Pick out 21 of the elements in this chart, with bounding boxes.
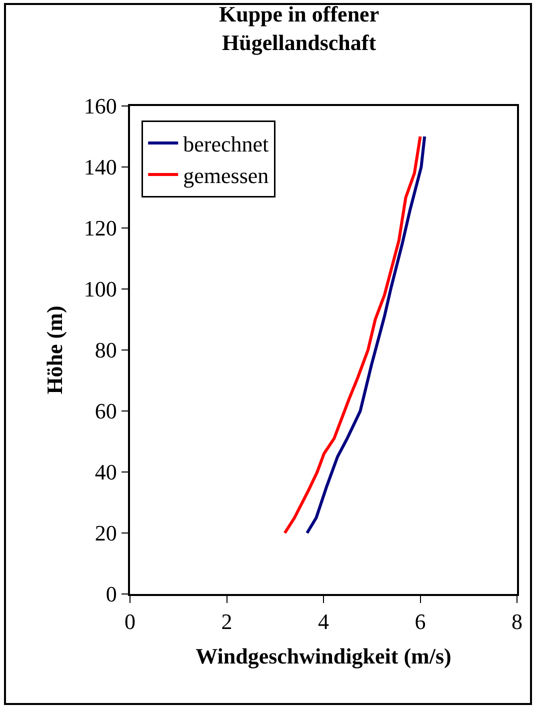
x-axis-title: Windgeschwindigkeit (m/s) [196,644,452,669]
x-tick-label: 6 [414,609,426,634]
y-tick-label: 140 [84,154,117,180]
y-tick-label: 80 [94,338,117,363]
legend-label: gemessen [183,163,269,188]
y-tick-label: 0 [106,582,117,607]
y-tick-label: 20 [94,520,117,546]
y-tick-label: 40 [94,460,117,485]
y-tick-label: 100 [84,276,117,302]
y-tick-label: 120 [84,216,117,241]
x-tick-label: 2 [221,609,232,634]
y-tick-label: 160 [84,94,117,119]
x-tick-label: 8 [512,609,522,634]
legend-label: berechnet [183,132,269,157]
y-axis-title: Höhe (m) [42,306,68,394]
chart-title: Kuppe in offener Hügellandschaft [218,1,380,55]
y-tick-label: 60 [94,398,117,424]
x-tick-label: 0 [124,609,136,634]
line-series [283,135,422,534]
line-series [306,135,426,534]
x-tick-label: 4 [318,609,329,634]
